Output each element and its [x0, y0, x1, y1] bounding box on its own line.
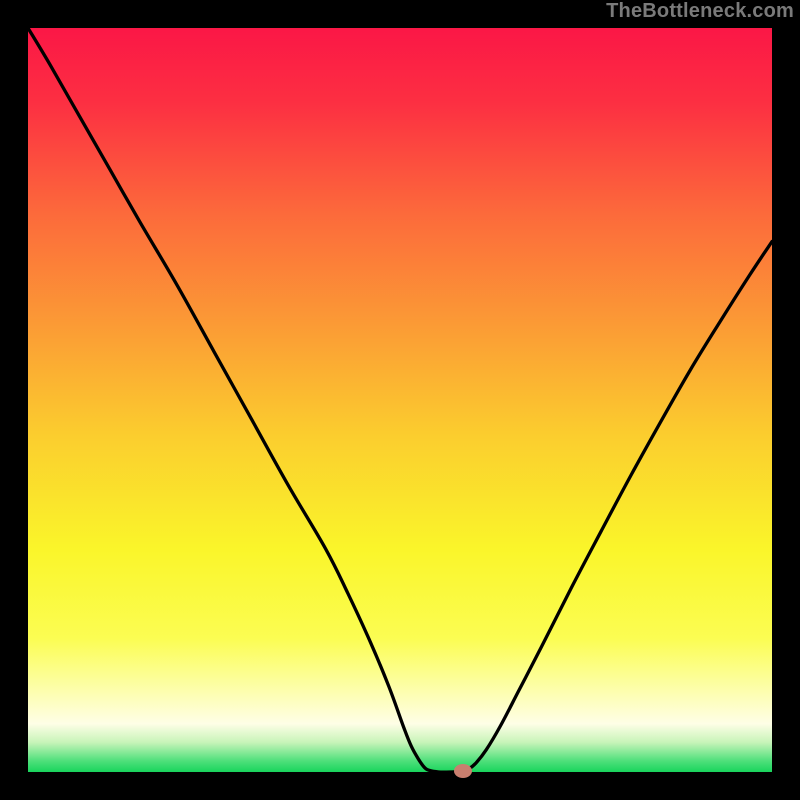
watermark-text: TheBottleneck.com: [606, 0, 794, 23]
bottleneck-marker: [454, 764, 472, 778]
bottleneck-curve: [28, 28, 772, 772]
chart-plot-area: [28, 28, 772, 772]
